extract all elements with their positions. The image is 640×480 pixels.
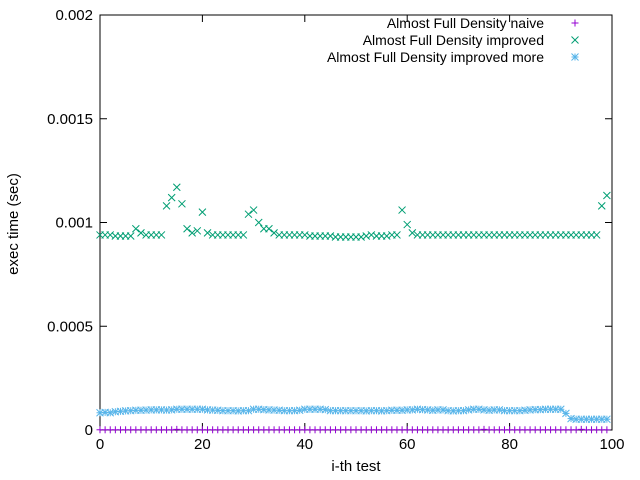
data-point	[321, 405, 330, 414]
y-tick-label: 0	[85, 422, 93, 439]
data-point	[126, 232, 135, 240]
data-point	[316, 405, 325, 414]
data-point	[244, 406, 253, 415]
data-point	[203, 229, 212, 237]
legend-marker	[571, 53, 579, 61]
y-tick-label: 0.0015	[47, 111, 93, 128]
data-point	[137, 229, 145, 237]
y-tick-label: 0.002	[55, 7, 93, 24]
legend-marker	[571, 36, 579, 44]
x-tick-label: 20	[194, 436, 211, 453]
x-tick-label: 60	[399, 436, 416, 453]
data-point	[106, 408, 115, 417]
data-point	[592, 231, 601, 239]
data-point	[244, 210, 253, 219]
data-point	[393, 231, 401, 239]
data-point	[295, 406, 304, 415]
data-point	[408, 229, 417, 237]
x-axis: 0 20 40 60 80 100	[96, 15, 625, 453]
legend-marker	[571, 19, 579, 27]
data-point	[254, 218, 263, 227]
y-axis: 0 0.0005 0.001 0.0015 0.002	[47, 7, 612, 439]
data-marks	[96, 183, 611, 434]
x-tick-label: 0	[96, 436, 104, 453]
data-point	[603, 191, 611, 200]
x-tick-label: 100	[599, 436, 624, 453]
data-point	[270, 229, 278, 237]
legend-label: Almost Full Density improved	[363, 32, 544, 48]
legend-label: Almost Full Density improved more	[327, 49, 544, 65]
x-tick-label: 80	[501, 436, 518, 453]
data-point	[239, 231, 248, 239]
data-point	[567, 414, 575, 423]
data-point	[188, 229, 197, 237]
data-point	[403, 220, 412, 229]
data-point	[183, 224, 191, 233]
data-point	[193, 226, 202, 235]
series-2	[96, 183, 611, 241]
x-axis-title: i-th test	[331, 458, 381, 475]
data-point	[515, 406, 524, 415]
y-tick-label: 0.0005	[47, 318, 93, 335]
data-point	[398, 206, 406, 214]
data-point	[198, 208, 207, 216]
data-point	[162, 202, 171, 210]
data-point	[131, 224, 140, 233]
data-point	[167, 193, 176, 202]
data-point	[172, 183, 181, 192]
legend-label: Almost Full Density naive	[387, 15, 544, 31]
data-point	[265, 224, 273, 233]
data-point	[556, 405, 565, 414]
series-3	[96, 405, 611, 424]
x-tick-label: 40	[296, 436, 313, 453]
y-axis-title: exec time (sec)	[5, 173, 22, 275]
y-tick-label: 0.001	[55, 215, 93, 232]
data-point	[603, 415, 611, 424]
data-point	[249, 206, 258, 214]
series-1	[96, 425, 611, 434]
data-point	[597, 202, 606, 210]
data-point	[603, 426, 611, 434]
data-point	[178, 199, 186, 208]
data-point	[157, 231, 166, 239]
